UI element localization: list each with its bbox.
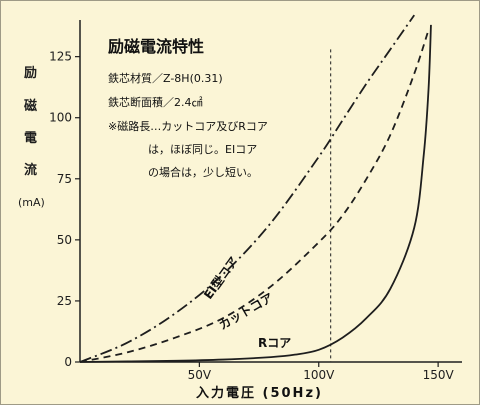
y-tick-label-75: 75 (57, 172, 72, 186)
curve-label-cut-core: カットコア (217, 290, 276, 332)
note-line-2: 鉄芯断面積／2.4㎠ (108, 95, 203, 109)
note-line-3: ※磁路長…カットコア及びRコア (108, 120, 268, 133)
y-tick-label-0: 0 (64, 355, 72, 369)
y-tick-label-25: 25 (57, 294, 72, 308)
series-line-0 (79, 14, 415, 363)
series-line-1 (79, 29, 430, 363)
x-axis-label: 入力電圧 (50Hz) (196, 385, 323, 401)
ylabel-unit: (mA) (18, 196, 45, 209)
note-line-1: 鉄芯材質／Z-8H(0.31) (108, 71, 223, 85)
x-ticks: 50V 100V 150V (188, 362, 455, 382)
note-line-4: は，ほぼ同じ。EIコア (148, 143, 257, 156)
ylabel-char-4: 流 (24, 162, 37, 178)
ylabel-char-2: 磁 (24, 98, 37, 114)
x-tick-label-100: 100V (303, 368, 335, 382)
y-tick-label-100: 100 (49, 111, 72, 125)
y-tick-label-50: 50 (57, 233, 72, 247)
curve-label-r-core: Rコア (258, 336, 291, 350)
series-line-2 (79, 24, 432, 363)
ylabel-char-3: 電 (24, 131, 37, 146)
curve-label-ei-core: EI型コア (200, 254, 241, 302)
ylabel-char-1: 励 (24, 66, 37, 81)
curves (79, 14, 432, 363)
note-line-5: の場合は，少し短い。 (148, 165, 258, 179)
y-ticks: 0 25 50 75 100 125 (49, 50, 80, 369)
y-tick-label-125: 125 (49, 50, 72, 64)
x-tick-label-50: 50V (188, 368, 212, 382)
x-tick-label-150: 150V (423, 368, 455, 382)
chart-title: 励磁電流特性 (108, 37, 204, 56)
